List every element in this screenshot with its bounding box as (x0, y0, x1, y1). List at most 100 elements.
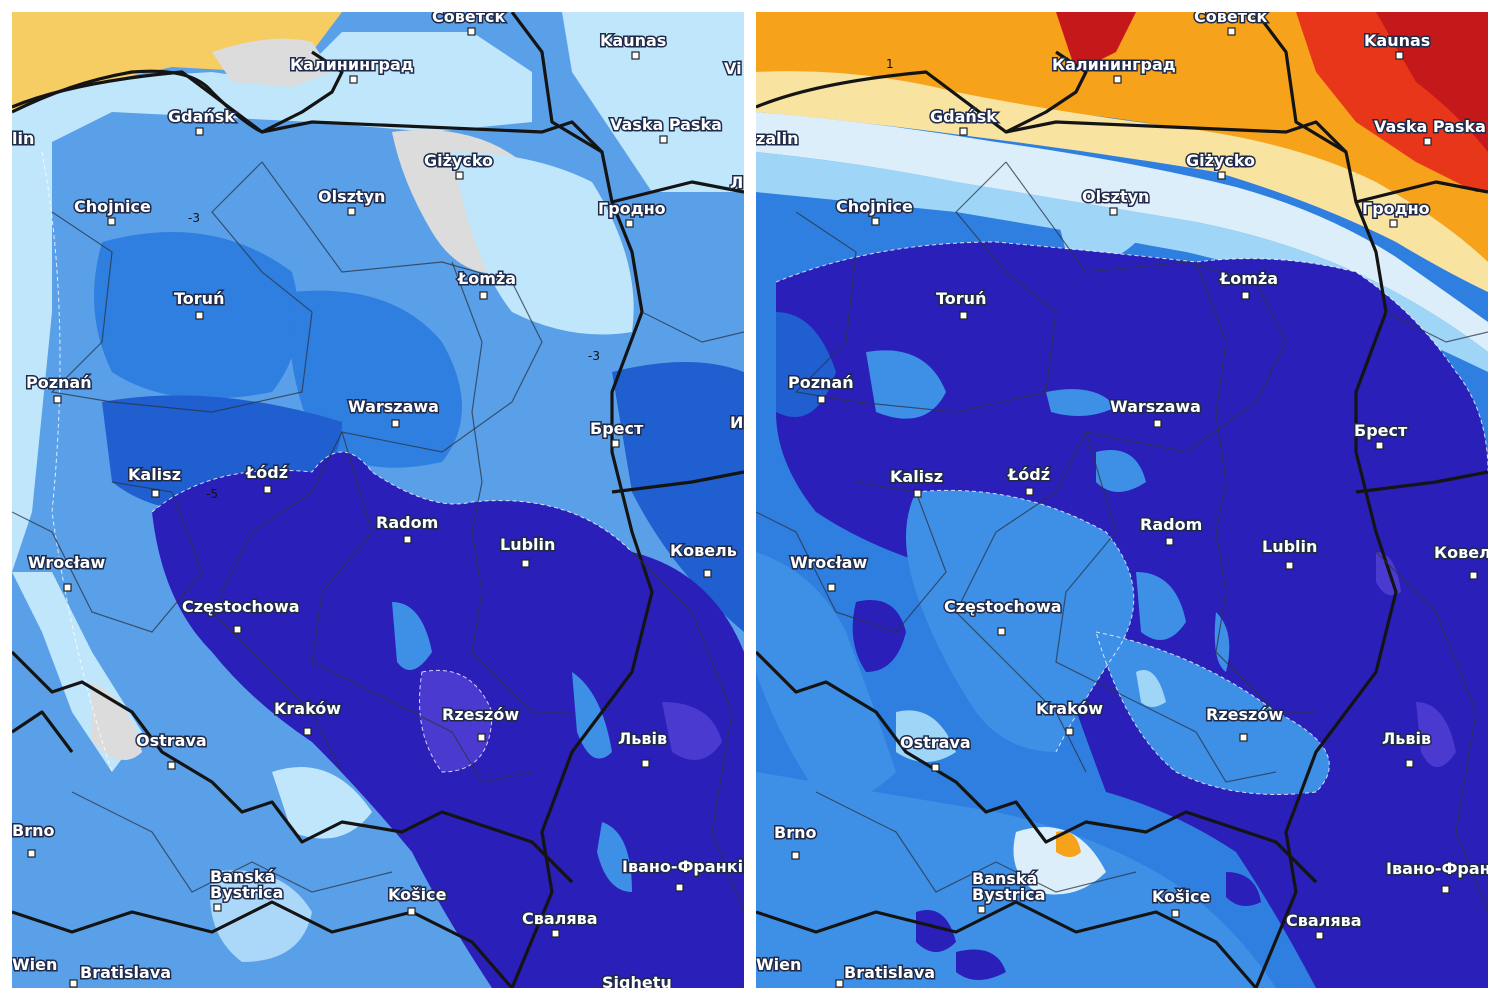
city-label-zalin: lin (12, 129, 34, 148)
country-border-slovakia (756, 900, 1258, 988)
darkred-zone (1376, 12, 1488, 152)
city-label-gdansk: Gdańsk (930, 107, 997, 126)
warm-zone (756, 12, 1488, 282)
city-dot (1469, 571, 1478, 580)
country-border-south (756, 650, 1318, 884)
city-dot (1065, 727, 1074, 736)
isoline (419, 669, 493, 773)
city-label-edge: И (730, 413, 743, 432)
city-label-lodz: Łódź (1007, 465, 1050, 484)
city-label-lublin: Lublin (500, 535, 555, 554)
city-label-sovetsk: Советск (1194, 12, 1267, 26)
region-border (311, 431, 533, 783)
isoline (151, 451, 633, 553)
city-label-edge: Л (730, 173, 743, 192)
violet-zone (916, 910, 956, 952)
mid-zone (1046, 389, 1116, 416)
mid-zone (1136, 572, 1186, 640)
city-dot (455, 171, 464, 180)
mid-zone (866, 350, 946, 419)
city-dot (349, 75, 358, 84)
city-label-krakow: Kraków (1036, 699, 1103, 718)
city-label-lublin: Lublin (1262, 537, 1317, 556)
city-label-ostrava: Ostrava (136, 731, 207, 750)
city-label-zalin: zalin (756, 129, 798, 148)
city-label-brno: Brno (774, 823, 816, 842)
city-dot (1113, 75, 1122, 84)
mid-zone (756, 552, 896, 799)
pale-zone (1013, 827, 1106, 895)
light-zone (896, 710, 956, 762)
city-dot (625, 219, 634, 228)
city-label-kaunas: Kaunas (600, 31, 666, 50)
country-border-south (12, 650, 574, 884)
region-border (1195, 261, 1316, 713)
city-label-bratislava: Bratislava (844, 963, 935, 982)
region-border (1055, 431, 1277, 783)
city-dot (1171, 909, 1180, 918)
city-label-banska: Banská (210, 867, 275, 886)
city-dot (477, 733, 486, 742)
isoline-label: -3 (588, 349, 600, 363)
mid-zone (756, 772, 1276, 988)
city-dot (791, 851, 800, 860)
city-dot (1165, 537, 1174, 546)
temperature-map-right: 1 Советск Калининград Kaunas Gdańsk Vask… (756, 12, 1488, 988)
city-label-wroclaw: Wrocław (28, 553, 105, 572)
city-label-krakow: Kraków (274, 699, 341, 718)
city-dot (27, 849, 36, 858)
city-dot (107, 217, 116, 226)
mid-zone (906, 490, 1134, 752)
city-label-brest: Брест (590, 419, 644, 438)
city-dot (611, 439, 620, 448)
city-label-sighetu: Sighetu (602, 973, 672, 988)
city-label-svaliava: Свалява (522, 909, 598, 928)
city-dot (703, 569, 712, 578)
city-dot (69, 979, 78, 988)
mid-zone (1096, 450, 1146, 492)
city-dot (977, 905, 986, 914)
light-zone (1136, 670, 1166, 707)
city-label-wien: Wien (12, 955, 57, 974)
city-label-rzeszow: Rzeszów (1206, 705, 1283, 724)
city-label-kaliningrad: Калининград (290, 55, 414, 74)
city-label-sovetsk: Советск (432, 12, 505, 26)
city-dot (1025, 487, 1034, 496)
light-zone (452, 152, 634, 335)
city-dot (479, 291, 488, 300)
city-dot (1315, 931, 1324, 940)
city-label-poznan: Poznań (788, 373, 854, 392)
mid-zone (597, 822, 632, 892)
city-label-lodz: Łódź (245, 463, 288, 482)
city-dot (1239, 733, 1248, 742)
pale-zone (92, 682, 142, 760)
city-label-kosice: Košice (1152, 887, 1211, 906)
red-zone (1036, 12, 1488, 192)
city-dot (391, 419, 400, 428)
city-dot (659, 135, 668, 144)
temperature-map-left: -3 -5 -3 Советск Калининград Kaunas Gdań… (12, 12, 744, 988)
country-border-czech (12, 710, 74, 753)
violet-zone (956, 949, 1006, 980)
light-zone (756, 152, 1488, 372)
isoline (41, 151, 113, 773)
city-dot (997, 627, 1006, 636)
city-label-svaliava: Свалява (1286, 911, 1362, 930)
light-zone (272, 767, 372, 839)
city-dot (1405, 759, 1414, 768)
pale-zone (756, 112, 1488, 352)
city-dot (521, 559, 530, 568)
isoline (1095, 631, 1330, 795)
country-border-ukraine (1355, 470, 1488, 494)
city-dot (1395, 51, 1404, 60)
city-markers: Советск Калининград Kaunas Gdańsk Vaska … (12, 12, 744, 988)
country-border-belarus (611, 180, 744, 204)
isoline-label: -5 (206, 487, 218, 501)
city-label-kaunas: Kaunas (1364, 31, 1430, 50)
city-label-torun: Toruń (936, 289, 986, 308)
isoline (775, 241, 1488, 473)
city-dot (263, 485, 272, 494)
city-label-wien: Wien (756, 955, 801, 974)
city-label-bratislava: Bratislava (80, 963, 171, 982)
city-label-brest: Брест (1354, 421, 1408, 440)
